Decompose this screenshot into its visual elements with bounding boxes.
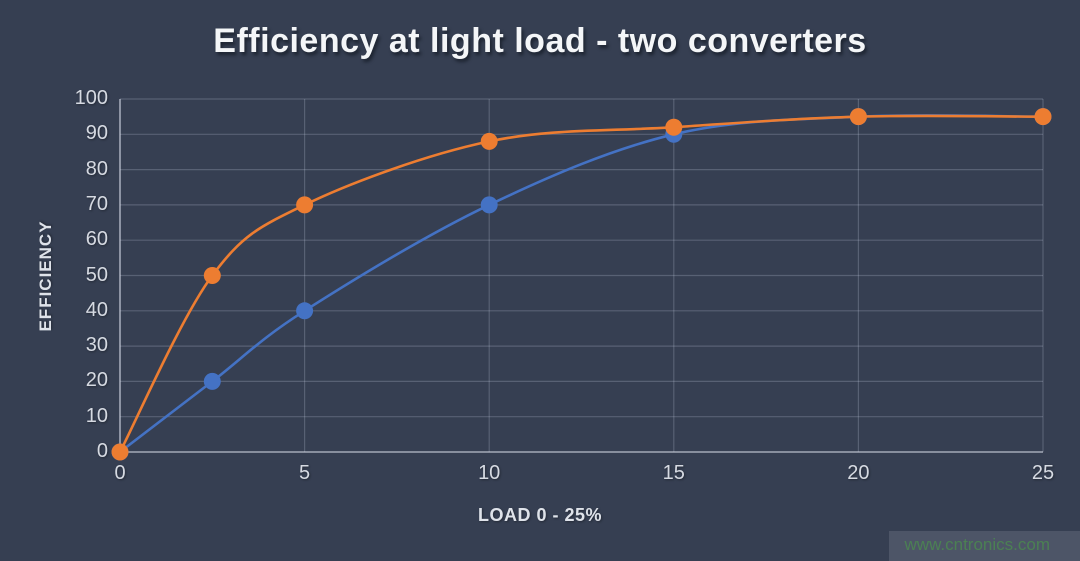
blue-converter-marker: [480, 196, 498, 214]
y-axis-title: EFFICIENCY: [36, 220, 55, 332]
y-tick-label: 0: [96, 440, 108, 462]
y-tick-label: 10: [85, 404, 108, 427]
orange-converter-marker: [665, 118, 683, 136]
blue-converter-marker: [203, 372, 221, 390]
x-tick-label: 20: [847, 462, 870, 484]
x-tick-label: 5: [299, 462, 311, 484]
y-tick-label: 50: [85, 263, 108, 286]
y-tick-label: 30: [85, 334, 108, 357]
x-tick-label: 15: [662, 462, 685, 484]
y-tick-label: 80: [85, 157, 108, 180]
y-tick-label: 100: [74, 87, 108, 109]
y-tick-label: 90: [85, 122, 108, 145]
orange-converter-marker: [111, 443, 129, 461]
x-axis-title: LOAD 0 - 25%: [477, 505, 603, 525]
y-tick-label: 40: [85, 298, 108, 321]
x-tick-label: 10: [478, 462, 501, 484]
blue-converter-line: [118, 114, 1045, 454]
orange-converter-marker: [1034, 108, 1052, 126]
y-tick-label: 70: [85, 192, 108, 215]
orange-converter-line: [118, 114, 1045, 454]
watermark-text: www.cntronics.com: [888, 531, 1080, 561]
x-tick-label: 0: [114, 462, 126, 484]
y-tick-label: 60: [85, 228, 108, 251]
y-tick-label: 20: [85, 369, 108, 392]
orange-converter-marker: [296, 196, 314, 214]
orange-converter-marker: [203, 267, 221, 284]
orange-converter-marker: [849, 108, 867, 126]
blue-converter-marker: [296, 302, 314, 320]
orange-converter-marker: [480, 132, 498, 150]
x-tick-label: 25: [1031, 462, 1055, 484]
chart-title: Efficiency at light load - two converter…: [213, 22, 867, 60]
